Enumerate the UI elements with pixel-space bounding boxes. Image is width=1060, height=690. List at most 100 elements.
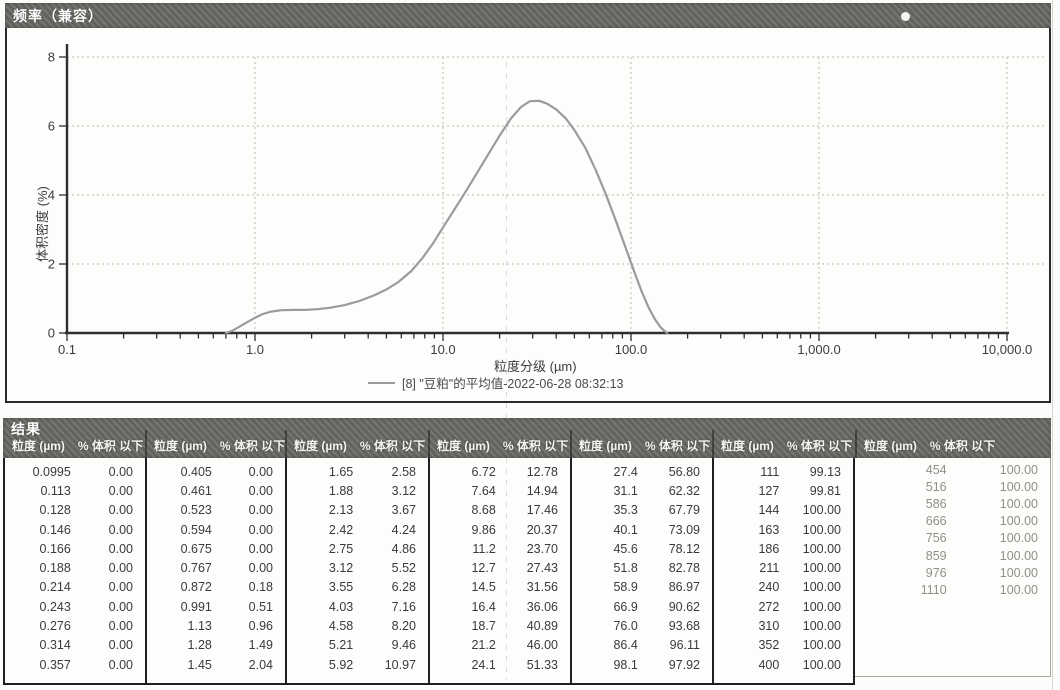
size-header-label: 粒度 (µm) — [154, 438, 207, 453]
results-table-1: 0.0995 0.00 0.113 0.00 0.128 0.00 0.146 0.00 0.1… — [3, 458, 145, 685]
percent-cell: 0.51 — [248, 599, 273, 614]
y-axis-title: 体积密度 (%) — [35, 186, 50, 262]
size-header-label: 粒度 (µm) — [864, 438, 917, 453]
percent-cell: 3.67 — [391, 503, 416, 518]
size-cell: 12.7 — [471, 561, 496, 576]
results-table-3: 1.65 2.58 1.88 3.12 2.13 3.67 2.42 4.24 2.75 4.86… — [285, 458, 428, 685]
table-row: 516 100.00 — [855, 478, 1050, 495]
table-row: 1.45 2.04 — [147, 655, 285, 674]
results-header-bar: 结果 粒度 (µm)% 体积 以下 粒度 (µm)% 体积 以下 粒度 (µm)% … — [3, 418, 1051, 458]
percent-header-label: % 体积 以下 — [644, 438, 711, 453]
results-table-4: 6.72 12.78 7.64 14.94 8.68 17.46 9.86 20.37 11.2… — [428, 458, 570, 685]
size-cell: 1110 — [920, 582, 947, 597]
size-cell: 7.64 — [471, 483, 496, 498]
percent-cell: 100.00 — [802, 522, 841, 537]
percent-cell: 0.00 — [108, 561, 133, 576]
percent-cell: 100.00 — [999, 496, 1038, 511]
percent-cell: 4.24 — [391, 522, 416, 537]
percent-cell: 0.00 — [108, 638, 133, 653]
percent-cell: 12.78 — [526, 464, 558, 479]
size-cell: 0.991 — [180, 599, 212, 614]
percent-cell: 73.09 — [668, 522, 700, 537]
results-tables: 0.0995 0.00 0.113 0.00 0.128 0.00 0.146 0.00 0.1… — [0, 458, 1060, 690]
x-tick-label: 100.0 — [615, 342, 648, 357]
percent-cell: 0.00 — [248, 522, 273, 537]
size-cell: 211 — [759, 561, 780, 576]
table-row: 3.55 6.28 — [287, 578, 428, 597]
percent-header-label: % 体积 以下 — [502, 438, 569, 453]
percent-cell: 0.00 — [108, 503, 133, 518]
results-table-5: 27.4 56.80 31.1 62.32 35.3 67.79 40.1 73.09 45.6… — [570, 458, 712, 685]
table-row: 51.8 82.78 — [572, 558, 712, 577]
percent-cell: 17.46 — [526, 503, 558, 518]
percent-cell: 100.00 — [802, 638, 841, 653]
table-row: 127 99.81 — [714, 481, 853, 500]
table-row: 0.243 0.00 — [5, 597, 145, 616]
percent-cell: 100.00 — [802, 580, 841, 595]
percent-header-label: % 体积 以下 — [359, 438, 426, 453]
percent-cell: 93.68 — [668, 619, 700, 634]
table-row: 1.13 0.96 — [147, 616, 285, 635]
size-header-label: 粒度 (µm) — [579, 438, 632, 453]
percent-header-label: % 体积 以下 — [929, 438, 996, 453]
table-row: 163 100.00 — [714, 520, 853, 539]
percent-cell: 40.89 — [526, 619, 558, 634]
table-row: 1.88 3.12 — [287, 481, 428, 500]
percent-cell: 6.28 — [391, 580, 416, 595]
percent-cell: 0.00 — [108, 657, 133, 672]
percent-cell: 51.33 — [526, 657, 558, 672]
percent-cell: 0.00 — [248, 541, 273, 556]
table-row: 272 100.00 — [714, 597, 853, 616]
table-row: 0.675 0.00 — [147, 539, 285, 558]
size-cell: 76.0 — [613, 619, 638, 634]
results-column-header: 粒度 (µm) % 体积 以下 — [570, 432, 712, 458]
table-row: 756 100.00 — [855, 530, 1050, 547]
x-axis-title: 粒度分级 (µm) — [494, 359, 577, 374]
percent-cell: 100.00 — [802, 561, 841, 576]
size-cell: 0.314 — [39, 638, 71, 653]
percent-cell: 20.37 — [526, 522, 558, 537]
header-separator — [428, 430, 430, 458]
table-row: 0.991 0.51 — [147, 597, 285, 616]
size-cell: 666 — [925, 514, 947, 529]
size-cell: 976 — [925, 565, 947, 580]
size-cell: 1.65 — [328, 464, 354, 479]
percent-cell: 100.00 — [802, 503, 841, 518]
size-cell: 0.594 — [180, 522, 212, 537]
scan-crease — [506, 62, 507, 680]
table-row: 4.03 7.16 — [287, 597, 428, 616]
table-row: 12.7 27.43 — [430, 558, 570, 577]
size-cell: 14.5 — [471, 580, 496, 595]
percent-header-label: % 体积 以下 — [219, 438, 285, 453]
x-tick-label: 1,000.0 — [797, 342, 840, 357]
header-separator — [145, 430, 147, 458]
table-row: 454 100.00 — [855, 461, 1050, 478]
percent-cell: 100.00 — [999, 514, 1038, 529]
percent-cell: 23.70 — [526, 541, 558, 556]
size-header-label: 粒度 (µm) — [12, 438, 65, 453]
size-cell: 127 — [758, 483, 780, 498]
percent-cell: 7.16 — [391, 599, 416, 614]
percent-cell: 100.00 — [999, 548, 1038, 563]
percent-cell: 99.13 — [809, 464, 841, 479]
y-tick-label: 4 — [48, 188, 55, 203]
results-column-header: 粒度 (µm) % 体积 以下 — [712, 432, 855, 458]
percent-cell: 96.11 — [669, 638, 700, 653]
percent-cell: 36.06 — [526, 599, 558, 614]
percent-cell: 56.80 — [668, 464, 700, 479]
table-row: 1.28 1.49 — [147, 636, 285, 655]
percent-cell: 100.00 — [999, 462, 1038, 477]
size-cell: 2.75 — [328, 541, 354, 556]
size-cell: 51.8 — [613, 561, 638, 576]
table-row: 0.188 0.00 — [5, 558, 145, 577]
header-separator — [285, 430, 287, 458]
table-row: 5.21 9.46 — [287, 636, 428, 655]
percent-cell: 9.46 — [391, 638, 416, 653]
size-cell: 0.767 — [180, 561, 212, 576]
size-cell: 0.166 — [39, 541, 71, 556]
y-tick-label: 8 — [48, 50, 55, 65]
table-row: 7.64 14.94 — [430, 481, 570, 500]
page-edge-shadow — [1052, 0, 1053, 690]
percent-cell: 2.58 — [391, 464, 416, 479]
size-cell: 0.113 — [40, 483, 71, 498]
